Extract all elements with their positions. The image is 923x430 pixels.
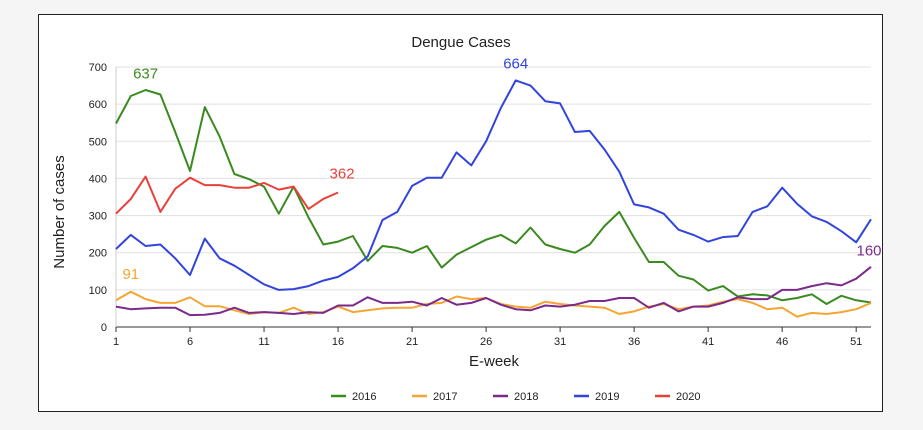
x-tick-label: 26 <box>480 336 492 348</box>
annotation-label: 160 <box>856 243 881 260</box>
x-tick-labels: 1 6 11 16 21 26 31 36 41 46 51 <box>113 336 862 348</box>
legend-label: 2019 <box>595 391 619 403</box>
x-tick-label: 31 <box>554 336 566 348</box>
x-tick-label: 16 <box>332 336 344 348</box>
chart-frame: Dengue Cases 0 100 200 300 400 500 600 700 1 6 11… <box>38 14 883 412</box>
series-line-2016 <box>115 89 872 305</box>
series-line-2018 <box>115 266 872 317</box>
annotation-label: 637 <box>133 65 158 82</box>
legend-label: 2018 <box>514 391 538 403</box>
legend-item-2017: 2017 <box>412 391 457 403</box>
annotation-label: 664 <box>503 55 528 72</box>
x-tick-label: 36 <box>628 336 640 348</box>
y-tick-labels: 0 100 200 300 400 500 600 700 <box>89 62 107 334</box>
series-line-2019 <box>115 79 872 291</box>
legend-item-2020: 2020 <box>655 391 700 403</box>
legend-item-2018: 2018 <box>493 391 538 403</box>
y-tick-label: 300 <box>89 211 107 223</box>
x-tick-label: 6 <box>187 336 193 348</box>
y-tick-label: 0 <box>101 322 107 334</box>
y-tick-label: 200 <box>89 248 107 260</box>
annotation-label: 91 <box>122 266 139 283</box>
y-tick-label: 700 <box>89 62 107 74</box>
y-tick-label: 500 <box>89 136 107 148</box>
annotations: 637 664 362 91 160 <box>122 55 881 283</box>
legend-item-2019: 2019 <box>574 391 619 403</box>
grid-lines <box>116 66 871 291</box>
y-axis-label: Number of cases <box>51 155 68 268</box>
y-tick-label: 600 <box>89 99 107 111</box>
x-tick-label: 11 <box>258 336 269 348</box>
legend-label: 2017 <box>433 391 457 403</box>
x-axis-label: E-week <box>469 353 520 370</box>
x-tick-label: 51 <box>850 336 862 348</box>
axes <box>115 67 871 332</box>
annotation-label: 362 <box>330 166 355 183</box>
chart-title: Dengue Cases <box>411 34 510 51</box>
x-tick-label: 41 <box>702 336 714 348</box>
x-tick-label: 46 <box>776 336 788 348</box>
legend-label: 2020 <box>676 391 700 403</box>
series-line-2020 <box>115 175 339 215</box>
legend: 2016 2017 2018 2019 2020 <box>331 391 700 403</box>
x-tick-label: 1 <box>113 336 119 348</box>
y-tick-label: 100 <box>89 285 107 297</box>
y-tick-label: 400 <box>89 173 107 185</box>
x-tick-label: 21 <box>406 336 418 348</box>
series-lines <box>115 79 872 318</box>
legend-item-2016: 2016 <box>331 391 376 403</box>
legend-label: 2016 <box>352 391 376 403</box>
